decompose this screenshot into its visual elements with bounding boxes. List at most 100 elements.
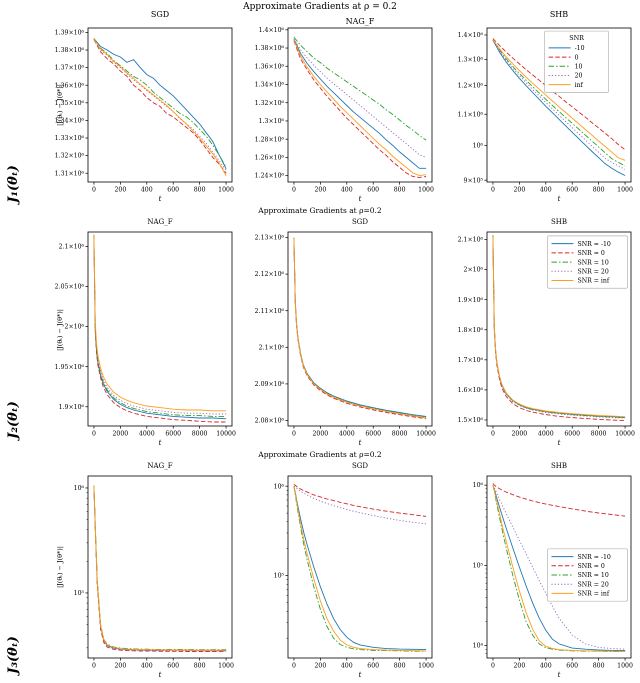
panel-title-r1-nagf: NAG_F bbox=[345, 17, 375, 26]
series-line-snr-0 bbox=[93, 235, 227, 423]
y-tick-label: 2.13×10⁶ bbox=[255, 235, 285, 242]
x-tick-label: 0 bbox=[292, 431, 296, 438]
series-line-snr-20 bbox=[93, 235, 227, 415]
row-label-j1: J₁(θₜ) bbox=[6, 165, 21, 203]
series-line-snr-10 bbox=[93, 485, 227, 651]
panel-r3-shb: 0 200 400 600 800 1000 10⁴ 10⁵ 10⁶ t SNR = -10 SNR … bbox=[473, 475, 633, 679]
x-tick-label: 2000 bbox=[312, 431, 328, 438]
panel-title-r1-sgd: SGD bbox=[150, 10, 170, 19]
series-line-snr-10 bbox=[293, 486, 427, 652]
y-tick-label: 10⁶ bbox=[473, 482, 484, 489]
series-line-snr-inf bbox=[293, 39, 427, 177]
plot-frame bbox=[486, 231, 632, 427]
series-line-snr-inf bbox=[293, 237, 427, 419]
series-line-snr-10 bbox=[93, 38, 227, 168]
panel-r2-nagf: 0 2000 4000 6000 8000 10000 1.9×10⁶ 1.95×10⁶ 2×1… bbox=[55, 231, 236, 447]
x-tick-label: 200 bbox=[114, 187, 126, 194]
x-tick-label: 10000 bbox=[416, 431, 436, 438]
legend-label: SNR = inf bbox=[577, 278, 609, 285]
x-tick-label: 200 bbox=[314, 187, 326, 194]
y-tick-label: 1.9×10⁶ bbox=[59, 404, 85, 411]
series-line-snr-0 bbox=[93, 39, 227, 174]
series-line-snr-20 bbox=[293, 485, 427, 525]
plot-frame bbox=[287, 27, 433, 183]
x-tick-label: 0 bbox=[92, 187, 96, 194]
x-tick-label: 0 bbox=[491, 663, 495, 670]
x-tick-label: 0 bbox=[491, 187, 495, 194]
series-line-snr-10 bbox=[492, 39, 626, 167]
x-tick-label: 400 bbox=[141, 663, 153, 670]
panel-r2-sgd: 0 2000 4000 6000 8000 10000 2.08×10⁶ 2.09×10⁶ 2.… bbox=[255, 231, 436, 447]
x-tick-label: 600 bbox=[566, 663, 578, 670]
x-tick-label: 4000 bbox=[139, 431, 155, 438]
series-line-snr-0 bbox=[492, 483, 626, 517]
y-tick-label: 1.37×10⁶ bbox=[55, 65, 85, 72]
x-tick-label: 0 bbox=[491, 431, 495, 438]
panel-r1-shb: 0 200 400 600 800 10009×10⁵10⁶1.1×10⁶1.2×10⁶1… bbox=[458, 27, 633, 203]
legend-label: SNR = -10 bbox=[577, 241, 610, 248]
y-tick-label: 1.36×10⁶ bbox=[55, 82, 85, 89]
legend-label: 0 bbox=[575, 54, 579, 61]
legend-label: -10 bbox=[575, 45, 585, 52]
x-tick-label: 400 bbox=[540, 187, 552, 194]
series-line-snr-0 bbox=[492, 38, 626, 151]
series-line-snr-inf bbox=[93, 38, 227, 177]
series-line-snr-0 bbox=[93, 486, 227, 653]
y-tick-label: 1.7×10⁶ bbox=[458, 357, 484, 364]
series-line-snr-inf bbox=[93, 485, 227, 651]
panel-title-r2-sgd: SGD bbox=[352, 218, 368, 226]
y-tick-label: 1.38×10⁶ bbox=[55, 47, 85, 54]
panel-title-r3-sgd: SGD bbox=[352, 462, 368, 470]
y-tick-label: 1.31×10⁶ bbox=[55, 170, 85, 177]
legend-label: SNR = 0 bbox=[577, 563, 604, 570]
legend-label: 20 bbox=[575, 73, 583, 80]
series-line-snr-0 bbox=[293, 238, 427, 420]
y-tick-label: 1.36×10⁶ bbox=[255, 63, 285, 70]
y-tick-label: 1.34×10⁶ bbox=[55, 118, 85, 125]
panel-title-r2-nagf: NAG_F bbox=[147, 218, 173, 226]
x-axis-label: t bbox=[159, 439, 162, 447]
plot-frame bbox=[87, 475, 233, 659]
x-tick-label: 4000 bbox=[339, 431, 355, 438]
x-tick-label: 1000 bbox=[218, 663, 234, 670]
row2-figure-title: Approximate Gradients at ρ=0.2 bbox=[258, 206, 382, 215]
legend-label: SNR = 10 bbox=[577, 259, 608, 266]
x-tick-label: 6000 bbox=[564, 431, 580, 438]
x-tick-label: 800 bbox=[394, 663, 406, 670]
x-tick-label: 2000 bbox=[112, 431, 128, 438]
row-label-j3: J₃(θₜ) bbox=[6, 636, 21, 674]
series-line-snr--10 bbox=[492, 39, 626, 176]
x-tick-label: 800 bbox=[194, 187, 206, 194]
x-axis-label: t bbox=[558, 195, 561, 203]
series-line-snr-inf bbox=[492, 39, 626, 161]
x-tick-label: 200 bbox=[513, 663, 525, 670]
legend-box bbox=[544, 30, 609, 93]
series-line-snr--10 bbox=[293, 38, 427, 169]
row-label-j2: J₂(θₜ) bbox=[6, 401, 21, 439]
x-tick-label: 200 bbox=[114, 663, 126, 670]
series-line-snr--10 bbox=[293, 486, 427, 651]
y-tick-label: 1.6×10⁶ bbox=[458, 387, 484, 394]
x-tick-label: 600 bbox=[167, 663, 179, 670]
x-axis-label: t bbox=[159, 195, 162, 203]
x-tick-label: 8000 bbox=[392, 431, 408, 438]
x-tick-label: 1000 bbox=[218, 187, 234, 194]
plot-frame bbox=[486, 27, 632, 183]
series-line-snr-20 bbox=[293, 38, 427, 158]
x-tick-label: 6000 bbox=[165, 431, 181, 438]
panel-title-r2-shb: SHB bbox=[550, 218, 568, 226]
y-tick-label: 10⁶ bbox=[274, 483, 285, 490]
series-line-snr-10 bbox=[293, 237, 427, 418]
y-tick-label: 1.24×10⁶ bbox=[255, 173, 285, 180]
x-tick-label: 6000 bbox=[365, 431, 381, 438]
row1-figure-title: Approximate Gradients at ρ = 0.2 bbox=[243, 2, 397, 12]
y-tick-label: 1.4×10⁶ bbox=[458, 32, 484, 39]
x-tick-label: 0 bbox=[292, 187, 296, 194]
x-tick-label: 800 bbox=[194, 663, 206, 670]
legend-label: SNR = 10 bbox=[577, 572, 608, 579]
plot-frame bbox=[287, 231, 433, 427]
x-tick-label: 200 bbox=[314, 663, 326, 670]
panel-r2-shb: 0 2000 4000 6000 8000 10000 1.5×10⁶ 1.6×10⁶ 1.7×… bbox=[458, 231, 635, 447]
x-tick-label: 200 bbox=[513, 187, 525, 194]
